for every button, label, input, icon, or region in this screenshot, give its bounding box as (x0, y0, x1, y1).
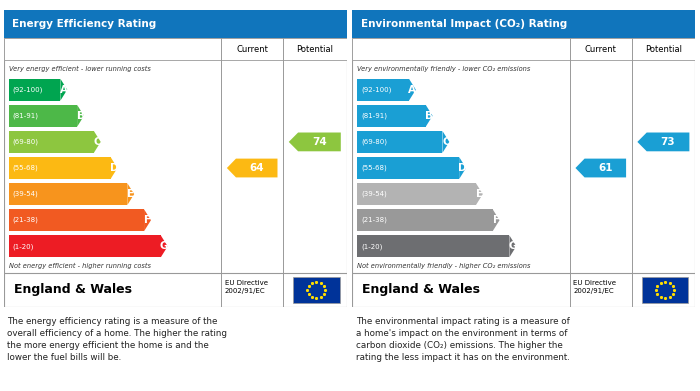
Polygon shape (459, 157, 466, 179)
Text: Potential: Potential (645, 45, 682, 54)
Bar (642, 277, 688, 303)
Polygon shape (510, 235, 517, 257)
Bar (8, 105, 77, 127)
Text: D: D (110, 163, 118, 173)
Polygon shape (111, 157, 118, 179)
Text: (92-100): (92-100) (13, 86, 43, 93)
Text: (21-38): (21-38) (361, 217, 387, 224)
Text: Not environmentally friendly - higher CO₂ emissions: Not environmentally friendly - higher CO… (357, 263, 531, 269)
Text: 73: 73 (661, 137, 676, 147)
Polygon shape (476, 183, 483, 205)
Text: F: F (144, 215, 151, 225)
Text: G: G (509, 241, 517, 251)
Text: Current: Current (584, 45, 617, 54)
Polygon shape (94, 131, 101, 153)
Polygon shape (60, 79, 67, 100)
Text: (39-54): (39-54) (13, 191, 38, 197)
Bar (8, 209, 144, 231)
Text: 74: 74 (312, 137, 327, 147)
Text: E: E (127, 189, 134, 199)
Polygon shape (227, 159, 277, 178)
Text: C: C (94, 137, 101, 147)
Text: (55-68): (55-68) (361, 165, 387, 171)
Text: (39-54): (39-54) (361, 191, 387, 197)
Text: A: A (408, 85, 416, 95)
Text: C: C (442, 137, 449, 147)
Bar (8, 79, 60, 100)
Text: F: F (493, 215, 500, 225)
Bar (4, 38, 346, 60)
Polygon shape (638, 133, 690, 151)
Polygon shape (289, 133, 341, 151)
Bar (357, 105, 426, 127)
Bar (357, 235, 510, 257)
Text: Very environmentally friendly - lower CO₂ emissions: Very environmentally friendly - lower CO… (357, 65, 531, 72)
Polygon shape (77, 105, 84, 127)
Bar (357, 209, 493, 231)
Text: 64: 64 (249, 163, 264, 173)
Polygon shape (426, 105, 433, 127)
Text: (92-100): (92-100) (361, 86, 392, 93)
Text: Environmental Impact (CO₂) Rating: Environmental Impact (CO₂) Rating (360, 19, 567, 29)
Text: A: A (60, 85, 68, 95)
Polygon shape (144, 209, 151, 231)
Bar (8, 131, 94, 153)
Polygon shape (161, 235, 168, 257)
Text: The environmental impact rating is a measure of
a home's impact on the environme: The environmental impact rating is a mea… (356, 317, 569, 362)
Polygon shape (409, 79, 416, 100)
Polygon shape (493, 209, 500, 231)
Text: Energy Efficiency Rating: Energy Efficiency Rating (12, 19, 156, 29)
Text: England & Wales: England & Wales (363, 283, 480, 296)
Bar (4, 273, 346, 307)
Text: (69-80): (69-80) (361, 139, 387, 145)
Text: G: G (160, 241, 169, 251)
Text: (69-80): (69-80) (13, 139, 38, 145)
Bar (357, 183, 476, 205)
Text: (81-91): (81-91) (13, 113, 38, 119)
Bar (8, 183, 127, 205)
Polygon shape (127, 183, 134, 205)
Bar (357, 157, 459, 179)
Polygon shape (442, 131, 449, 153)
Bar (4, 10, 346, 38)
Polygon shape (575, 159, 626, 178)
Text: (81-91): (81-91) (361, 113, 387, 119)
Bar (352, 273, 695, 307)
Text: B: B (425, 111, 433, 121)
Text: E: E (476, 189, 483, 199)
Text: Potential: Potential (296, 45, 333, 54)
Text: EU Directive
2002/91/EC: EU Directive 2002/91/EC (573, 280, 616, 294)
Text: EU Directive
2002/91/EC: EU Directive 2002/91/EC (225, 280, 267, 294)
Text: (1-20): (1-20) (13, 243, 34, 249)
Bar (8, 157, 111, 179)
Bar (352, 10, 695, 38)
Text: (21-38): (21-38) (13, 217, 38, 224)
Text: D: D (458, 163, 467, 173)
Text: (55-68): (55-68) (13, 165, 38, 171)
Text: Very energy efficient - lower running costs: Very energy efficient - lower running co… (8, 65, 150, 72)
Text: England & Wales: England & Wales (14, 283, 132, 296)
Text: Not energy efficient - higher running costs: Not energy efficient - higher running co… (8, 263, 150, 269)
Bar (8, 235, 161, 257)
Bar (357, 79, 409, 100)
Text: B: B (76, 111, 85, 121)
Text: (1-20): (1-20) (361, 243, 383, 249)
Bar (293, 277, 340, 303)
Text: The energy efficiency rating is a measure of the
overall efficiency of a home. T: The energy efficiency rating is a measur… (7, 317, 227, 362)
Text: Current: Current (236, 45, 268, 54)
Bar (352, 38, 695, 60)
Bar (357, 131, 442, 153)
Text: 61: 61 (598, 163, 612, 173)
